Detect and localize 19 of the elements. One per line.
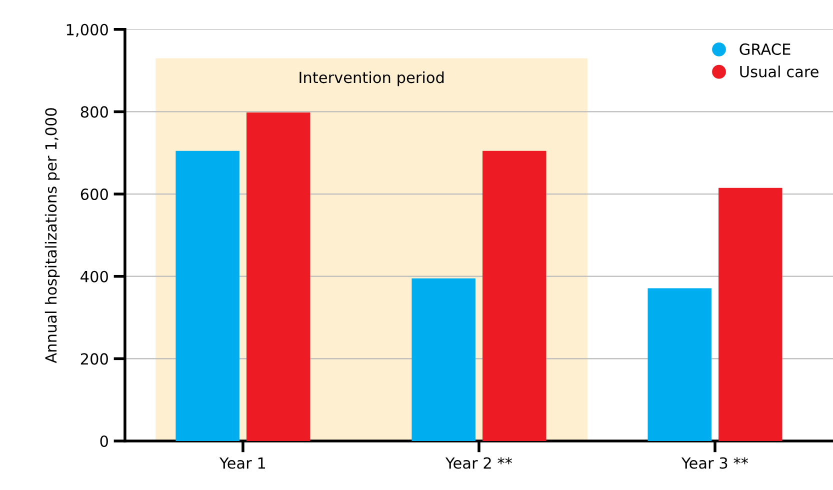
y-tick-label: 1,000 — [66, 24, 108, 37]
y-tick-label: 200 — [80, 353, 108, 365]
band-label: Intervention period — [300, 71, 444, 86]
y-tick-label: 800 — [80, 106, 108, 118]
y-tick-label: 600 — [80, 188, 108, 200]
bar — [246, 112, 310, 441]
bar — [718, 188, 782, 441]
y-tick-label: 400 — [80, 270, 108, 282]
x-tick-label: Year 3 ** — [681, 457, 748, 469]
x-tick-label: Year 2 ** — [445, 457, 512, 469]
bar — [176, 150, 240, 441]
y-tick-label: 0 — [100, 435, 108, 448]
bar — [648, 288, 712, 441]
bar — [482, 150, 546, 441]
bar — [412, 278, 476, 441]
legend-label: Usual care — [740, 66, 818, 78]
x-tick-label: Year 1 — [219, 457, 266, 469]
legend-label: GRACE — [740, 43, 790, 55]
y-axis-title: Annual hospitalizations per 1,000 — [44, 108, 60, 364]
